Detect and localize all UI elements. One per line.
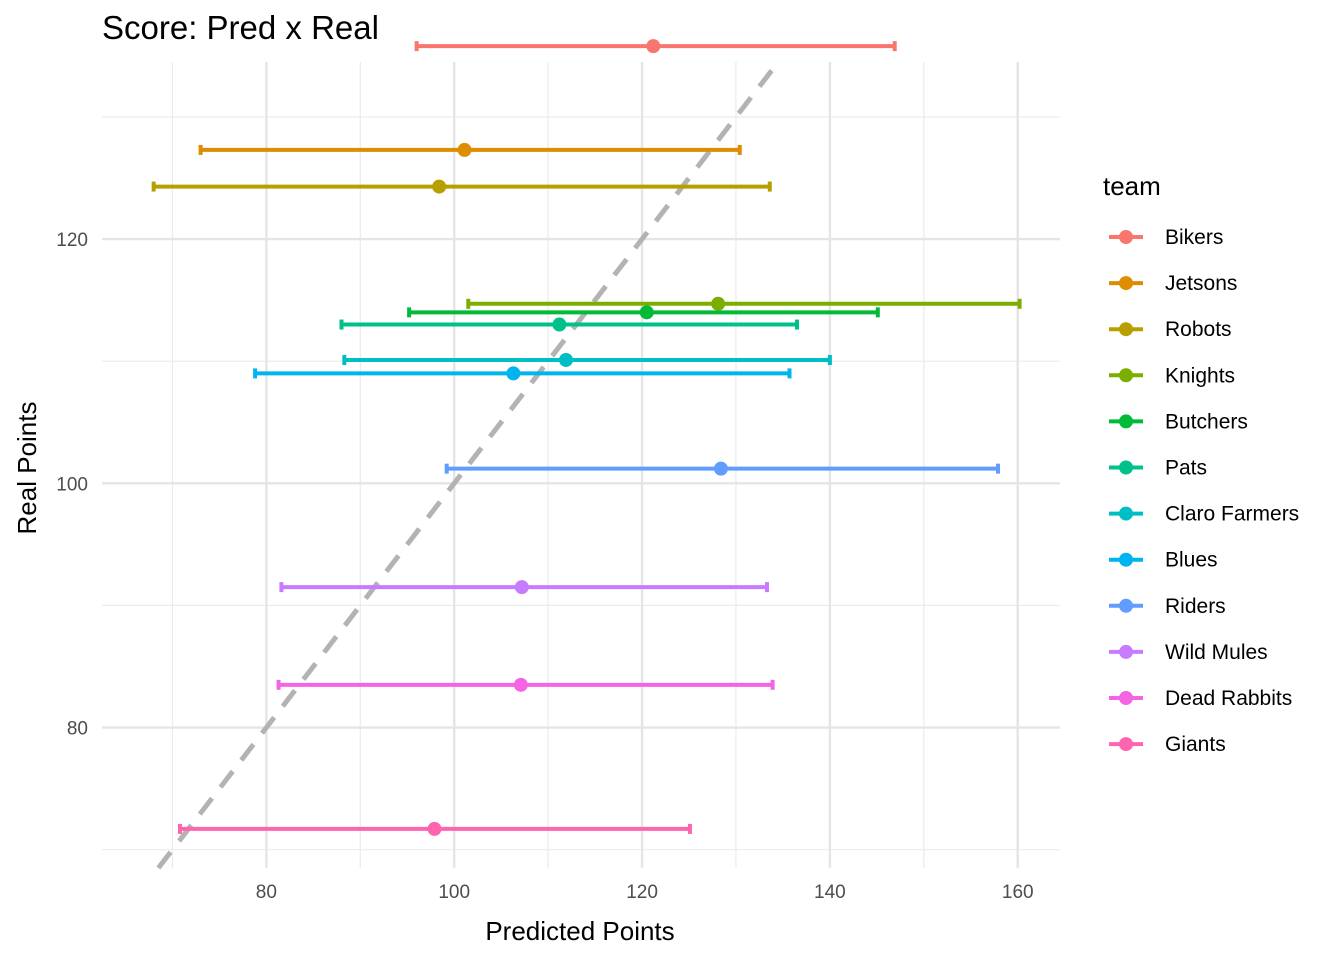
legend-item: Butchers [1109, 410, 1248, 433]
legend-key-point [1119, 276, 1133, 291]
x-tick-label: 160 [1002, 882, 1034, 903]
legend-key-point [1119, 737, 1133, 752]
data-point [506, 366, 521, 381]
legend-label: Butchers [1165, 410, 1248, 433]
legend-key-point [1119, 322, 1133, 337]
legend-label: Jetsons [1165, 272, 1237, 295]
y-tick-label: 100 [56, 474, 88, 495]
legend-item: Bikers [1109, 226, 1223, 249]
y-axis-tick-labels: 80 100 120 [56, 230, 88, 739]
legend-key-point [1119, 644, 1133, 659]
x-axis-title: Predicted Points [485, 916, 674, 946]
legend-label: Robots [1165, 318, 1232, 341]
legend-item: Robots [1109, 318, 1232, 341]
legend-item: Claro Farmers [1109, 503, 1299, 526]
legend-label: Knights [1165, 364, 1235, 387]
legend-item: Dead Rabbits [1109, 687, 1292, 710]
error-bars [151, 41, 1022, 834]
identity-line [156, 60, 781, 870]
identity-reference-line [156, 60, 781, 870]
legend-item: Pats [1109, 457, 1207, 480]
data-point [457, 142, 472, 157]
legend: team Bikers Jetsons Robots Knights Butchers P… [1103, 171, 1299, 756]
legend-key-point [1119, 368, 1133, 383]
data-point [646, 39, 661, 54]
data-points [427, 39, 728, 836]
x-tick-label: 100 [438, 882, 470, 903]
legend-item: Blues [1109, 549, 1218, 572]
legend-label: Blues [1165, 549, 1218, 572]
legend-item: Wild Mules [1109, 641, 1268, 664]
legend-label: Dead Rabbits [1165, 687, 1292, 710]
legend-item: Giants [1109, 733, 1226, 756]
data-point [558, 352, 573, 367]
legend-label: Wild Mules [1165, 641, 1268, 664]
data-point [711, 296, 726, 311]
legend-key-point [1119, 552, 1133, 567]
chart-title: Score: Pred x Real [102, 9, 379, 46]
legend-label: Riders [1165, 595, 1226, 618]
legend-key-point [1119, 230, 1133, 244]
data-point [513, 677, 528, 692]
minor-gridlines [102, 62, 1060, 868]
data-point [427, 821, 442, 836]
legend-item: Knights [1109, 364, 1235, 387]
y-tick-label: 80 [67, 719, 88, 740]
legend-label: Claro Farmers [1165, 503, 1299, 526]
legend-key-point [1119, 598, 1133, 613]
legend-key-point [1119, 414, 1133, 429]
data-point [713, 461, 728, 476]
legend-items: Bikers Jetsons Robots Knights Butchers Pats Cl… [1109, 226, 1299, 756]
data-point [639, 305, 654, 320]
data-point [432, 179, 447, 194]
y-tick-label: 120 [56, 230, 88, 251]
x-tick-label: 80 [256, 882, 277, 903]
data-point [514, 580, 529, 595]
legend-key-point [1119, 460, 1133, 475]
x-tick-label: 140 [814, 882, 846, 903]
data-point [552, 317, 567, 332]
legend-label: Pats [1165, 457, 1207, 480]
legend-item: Riders [1109, 595, 1226, 618]
major-gridlines [102, 62, 1060, 868]
x-tick-label: 120 [626, 882, 658, 903]
legend-label: Giants [1165, 733, 1226, 756]
legend-label: Bikers [1165, 226, 1223, 249]
legend-title: team [1103, 171, 1161, 201]
legend-item: Jetsons [1109, 272, 1237, 295]
x-axis-tick-labels: 80 100 120 140 160 [256, 882, 1034, 903]
legend-key-point [1119, 691, 1133, 705]
y-axis-title: Real Points [12, 402, 42, 535]
legend-key-point [1119, 506, 1133, 521]
